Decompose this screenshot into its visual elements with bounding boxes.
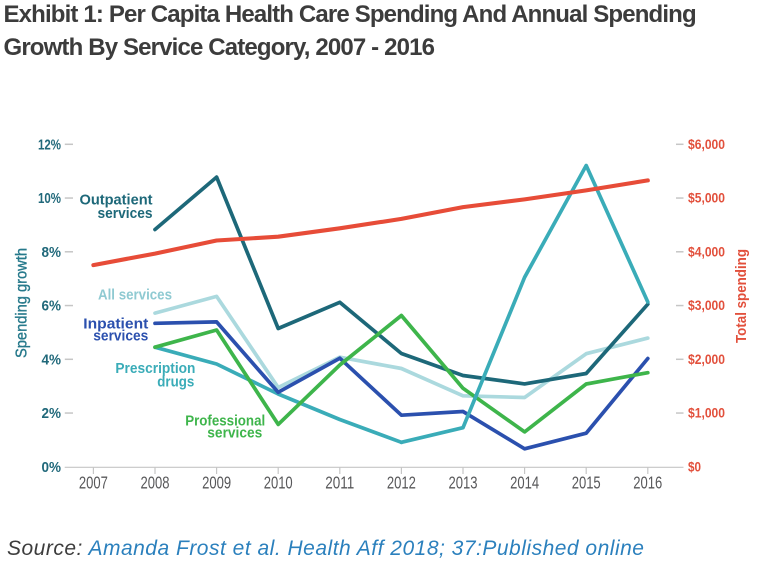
- svg-text:2009: 2009: [202, 473, 231, 493]
- svg-text:6%: 6%: [42, 298, 62, 315]
- svg-text:12%: 12%: [38, 136, 61, 153]
- svg-text:Inpatient: Inpatient: [83, 315, 148, 332]
- svg-text:Professional: Professional: [185, 413, 265, 430]
- svg-text:2012: 2012: [387, 473, 416, 493]
- svg-text:services: services: [207, 425, 262, 442]
- svg-text:2013: 2013: [449, 473, 478, 493]
- svg-text:drugs: drugs: [157, 374, 194, 391]
- svg-text:2008: 2008: [141, 473, 170, 493]
- svg-text:Spending growth: Spending growth: [14, 248, 31, 358]
- svg-text:$0: $0: [688, 458, 701, 474]
- svg-text:2014: 2014: [510, 473, 539, 493]
- svg-text:0%: 0%: [42, 459, 62, 476]
- svg-text:2%: 2%: [42, 405, 62, 422]
- svg-text:$3,000: $3,000: [688, 297, 725, 313]
- svg-text:$1,000: $1,000: [688, 405, 725, 421]
- svg-text:2016: 2016: [633, 473, 662, 493]
- svg-text:services: services: [98, 205, 153, 222]
- svg-text:2010: 2010: [264, 473, 293, 493]
- svg-text:2011: 2011: [325, 473, 354, 493]
- svg-text:10%: 10%: [38, 190, 61, 207]
- svg-text:8%: 8%: [42, 244, 62, 261]
- svg-text:Total spending: Total spending: [733, 249, 750, 343]
- svg-text:4%: 4%: [42, 351, 62, 368]
- svg-text:2015: 2015: [572, 473, 601, 493]
- svg-text:$6,000: $6,000: [688, 136, 725, 152]
- svg-text:services: services: [93, 327, 148, 344]
- svg-text:2007: 2007: [79, 473, 108, 493]
- svg-text:$4,000: $4,000: [688, 243, 725, 259]
- svg-text:Prescription: Prescription: [115, 360, 195, 377]
- svg-text:All services: All services: [98, 287, 172, 304]
- svg-text:Outpatient: Outpatient: [80, 192, 153, 209]
- svg-text:$2,000: $2,000: [688, 351, 725, 367]
- svg-text:$5,000: $5,000: [688, 190, 725, 206]
